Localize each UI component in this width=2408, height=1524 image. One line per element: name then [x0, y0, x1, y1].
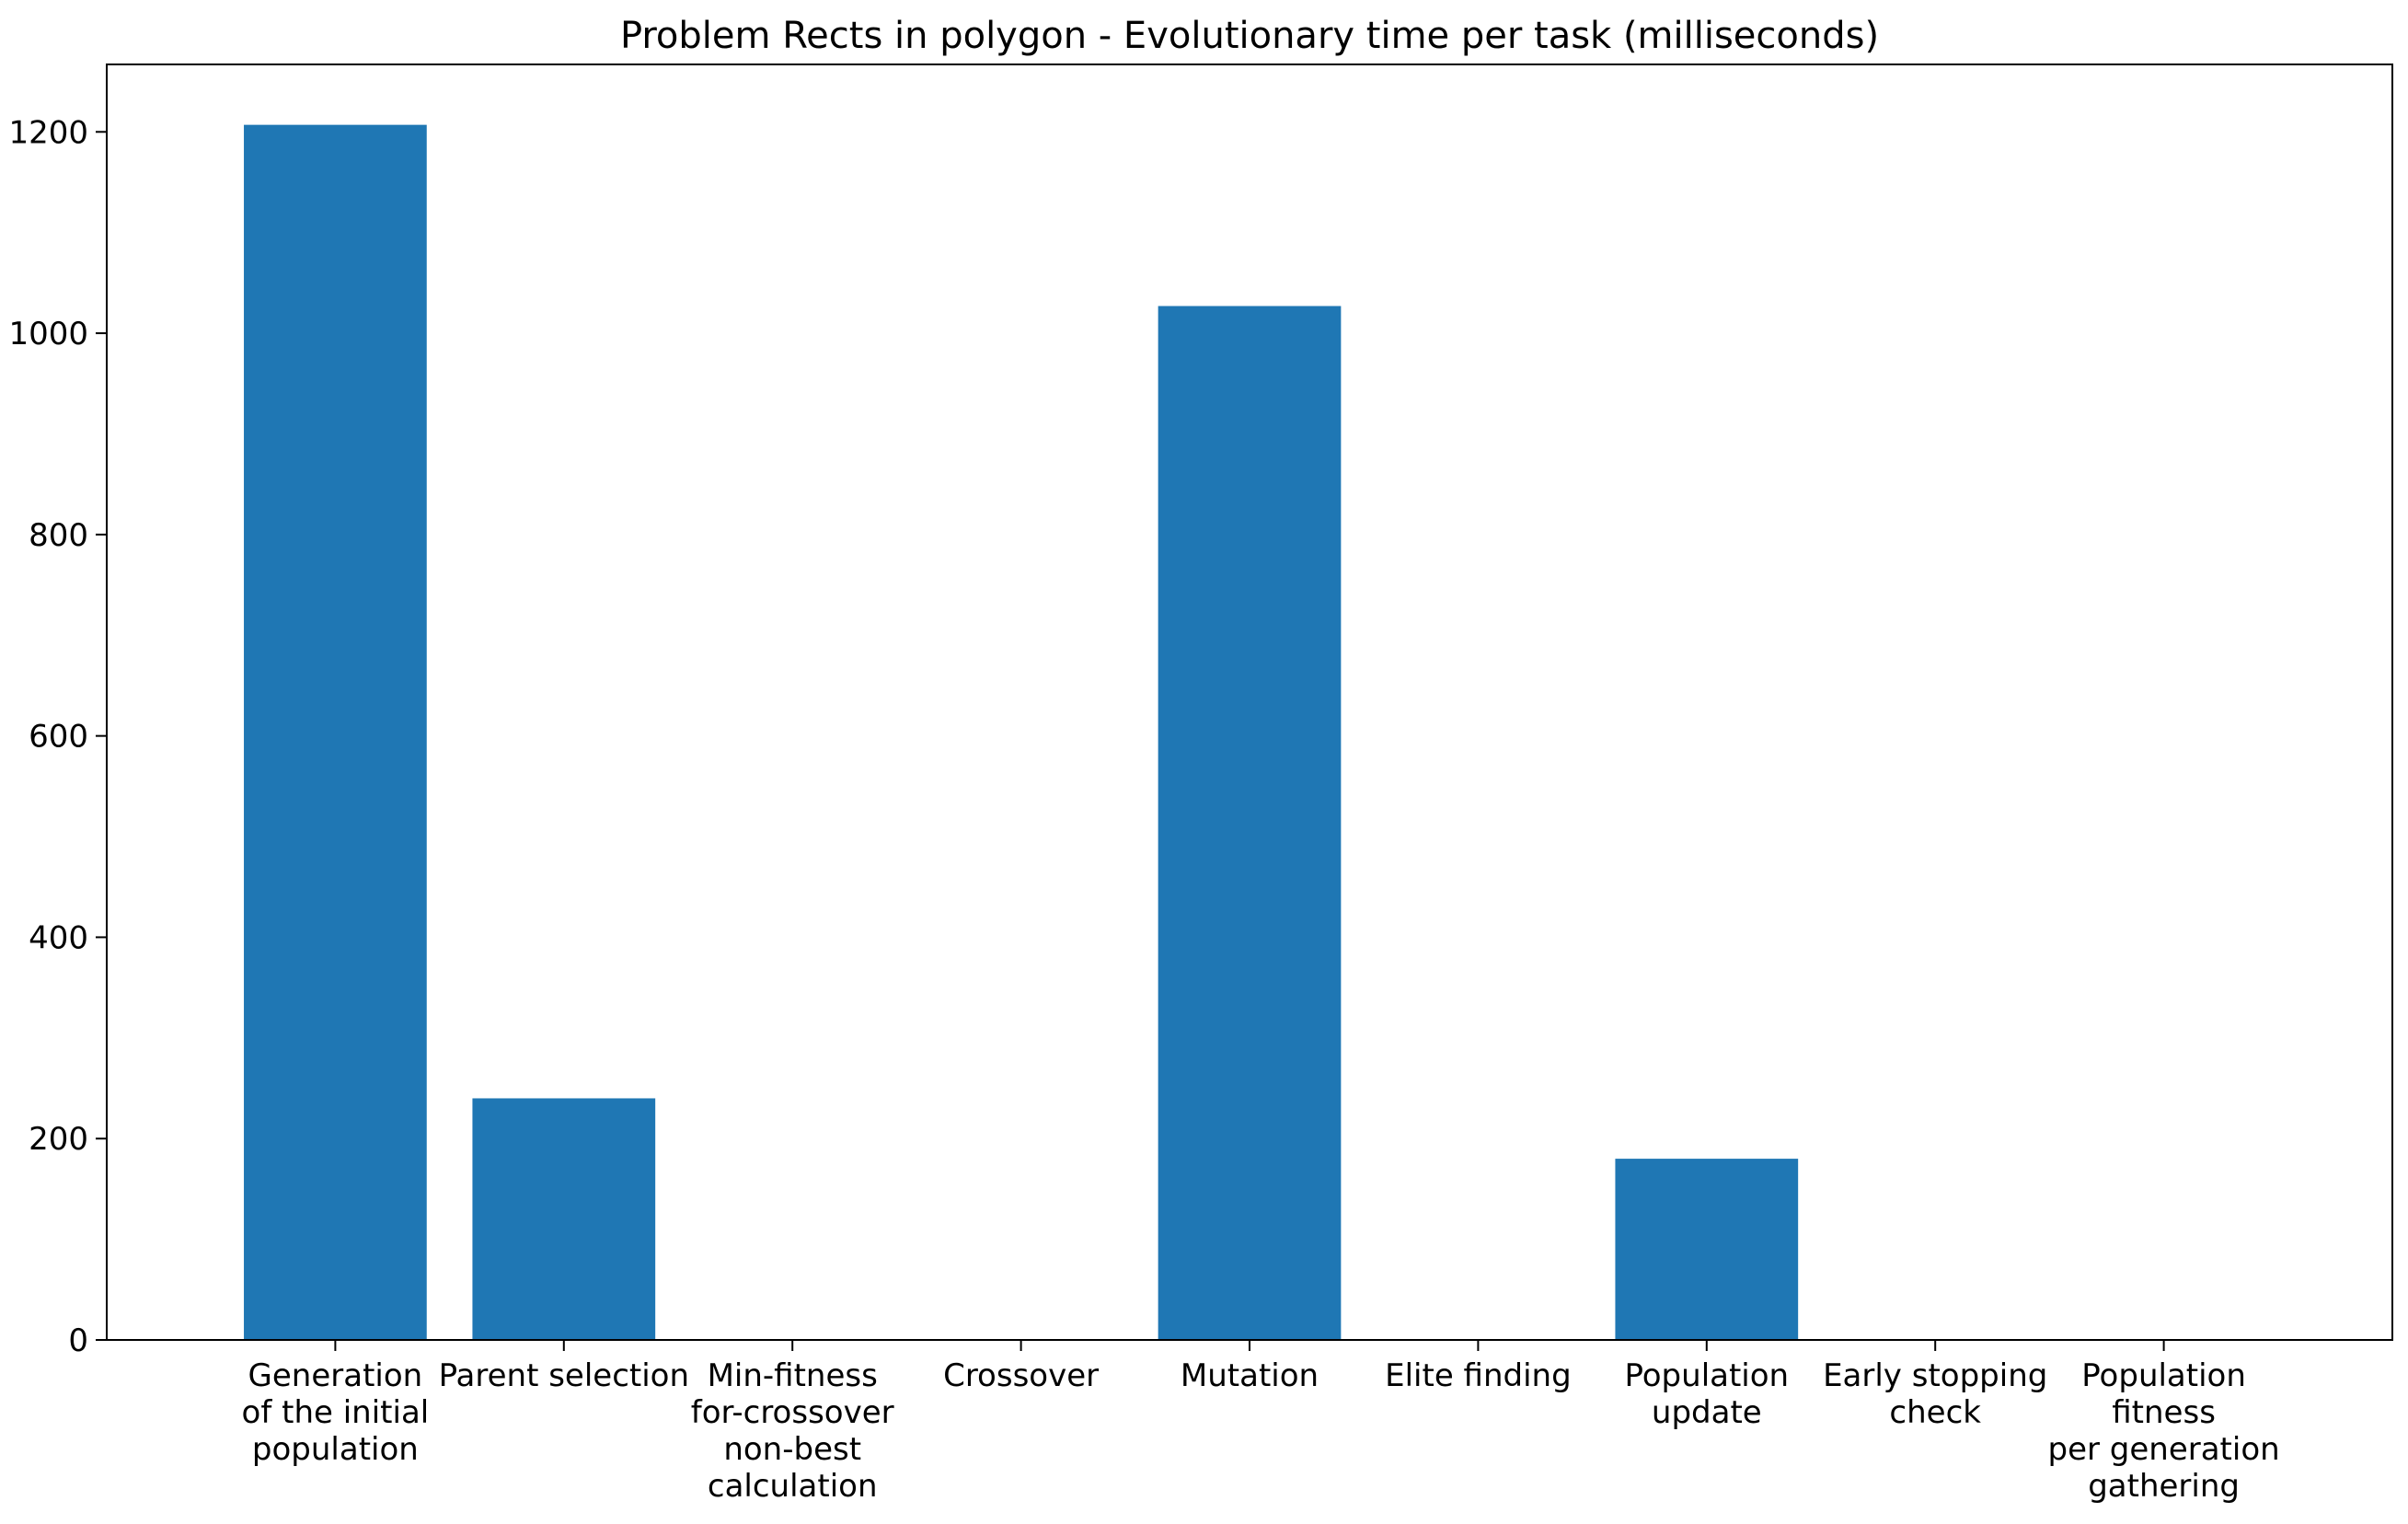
x-tick-label-7: Early stopping check [1823, 1357, 2047, 1431]
y-tick-label-2: 400 [29, 919, 88, 956]
bar-4 [1158, 306, 1342, 1340]
x-tick-label-4: Mutation [1181, 1357, 1319, 1394]
y-tick-label-6: 1200 [8, 114, 88, 151]
chart-title: Problem Rects in polygon - Evolutionary … [620, 15, 1879, 57]
y-tick-label-1: 200 [29, 1121, 88, 1158]
y-tick-label-5: 1000 [8, 316, 88, 352]
x-tick-label-6: Population update [1624, 1357, 1789, 1431]
x-tick-label-8: Population fitness per generation gathering [2047, 1357, 2279, 1505]
x-tick-label-2: Min-fitness for-crossover non-best calculat… [691, 1357, 894, 1505]
y-tick-label-4: 800 [29, 517, 88, 554]
x-tick-label-3: Crossover [943, 1357, 1099, 1394]
bar-1 [472, 1098, 656, 1340]
y-tick-label-3: 600 [29, 719, 88, 756]
y-tick-label-0: 0 [68, 1322, 88, 1359]
bar-0 [244, 124, 427, 1340]
bar-6 [1615, 1159, 1799, 1340]
x-tick-label-1: Parent selection [439, 1357, 689, 1394]
x-tick-label-5: Elite finding [1385, 1357, 1572, 1394]
x-tick-label-0: Generation of the initial population [242, 1357, 430, 1468]
